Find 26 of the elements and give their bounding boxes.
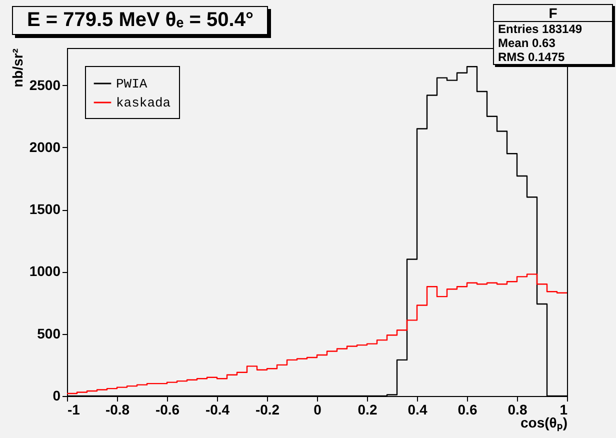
y-tick-label: 0 bbox=[52, 388, 61, 404]
x-tick-label: -0.8 bbox=[105, 402, 130, 418]
annotation: Mean 0.63 bbox=[497, 36, 556, 50]
x-tick-label: -0.4 bbox=[205, 402, 230, 418]
y-tick-label: 2000 bbox=[29, 138, 61, 155]
x-tick-label: -0.6 bbox=[155, 402, 180, 418]
y-tick-label: 1500 bbox=[29, 201, 61, 218]
legend-label: kaskada bbox=[116, 96, 171, 110]
text: F bbox=[494, 5, 612, 22]
x-axis-title: cos(θₚ) bbox=[520, 414, 568, 432]
chart-title: E = 779.5 MeV θₑ = 50.4° bbox=[12, 6, 268, 35]
x-tick-label: 0 bbox=[314, 402, 322, 418]
y-tick-label: 2500 bbox=[29, 76, 61, 93]
text: Entries 183149 bbox=[497, 22, 584, 36]
y-tick-label: 500 bbox=[37, 325, 61, 342]
x-tick-label: -0.2 bbox=[255, 402, 280, 418]
x-tick-label: 1 bbox=[560, 402, 568, 418]
y-tick-label: 1000 bbox=[29, 263, 61, 280]
x-tick-label: -1 bbox=[68, 402, 80, 418]
y-axis-title: nb/sr² bbox=[9, 48, 26, 88]
x-tick-label: 0.8 bbox=[508, 402, 528, 418]
legend-label: PWIA bbox=[116, 76, 148, 92]
x-tick-label: 0.4 bbox=[408, 402, 428, 418]
annotation: RMS 0.1475 bbox=[497, 50, 566, 64]
x-tick-label: 0.2 bbox=[358, 402, 378, 418]
x-tick-label: 0.6 bbox=[458, 402, 478, 418]
